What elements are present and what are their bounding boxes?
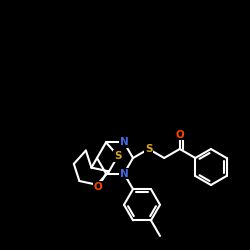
Text: N: N [120, 138, 128, 147]
Text: N: N [120, 168, 128, 178]
Text: S: S [114, 151, 122, 161]
Text: S: S [145, 144, 152, 154]
Text: O: O [94, 182, 103, 192]
Text: O: O [176, 130, 184, 140]
